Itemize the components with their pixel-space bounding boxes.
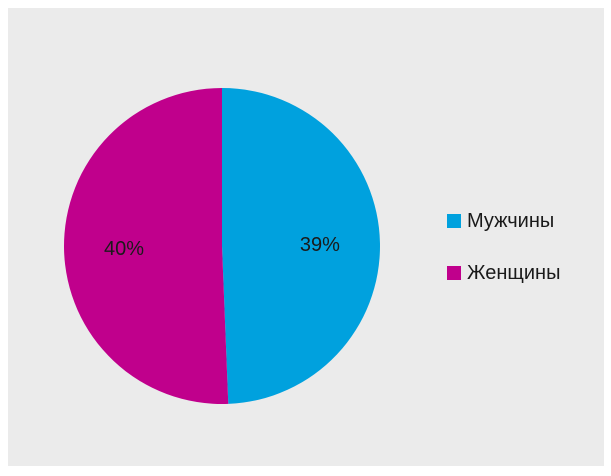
slice-women bbox=[64, 88, 229, 404]
slice-label-men: 39% bbox=[300, 234, 340, 256]
legend-item-men: Мужчины bbox=[447, 208, 560, 234]
chart-area: 39% 40% Мужчины Женщины bbox=[8, 8, 604, 466]
slice-men bbox=[222, 88, 381, 404]
pie-chart: 39% 40% bbox=[64, 88, 381, 404]
legend-swatch-men bbox=[447, 214, 461, 228]
slice-label-women: 40% bbox=[104, 238, 144, 260]
legend-item-women: Женщины bbox=[447, 260, 560, 286]
legend: Мужчины Женщины bbox=[447, 208, 560, 312]
legend-label-women: Женщины bbox=[467, 261, 561, 284]
legend-swatch-women bbox=[447, 266, 461, 280]
legend-label-men: Мужчины bbox=[467, 209, 555, 232]
